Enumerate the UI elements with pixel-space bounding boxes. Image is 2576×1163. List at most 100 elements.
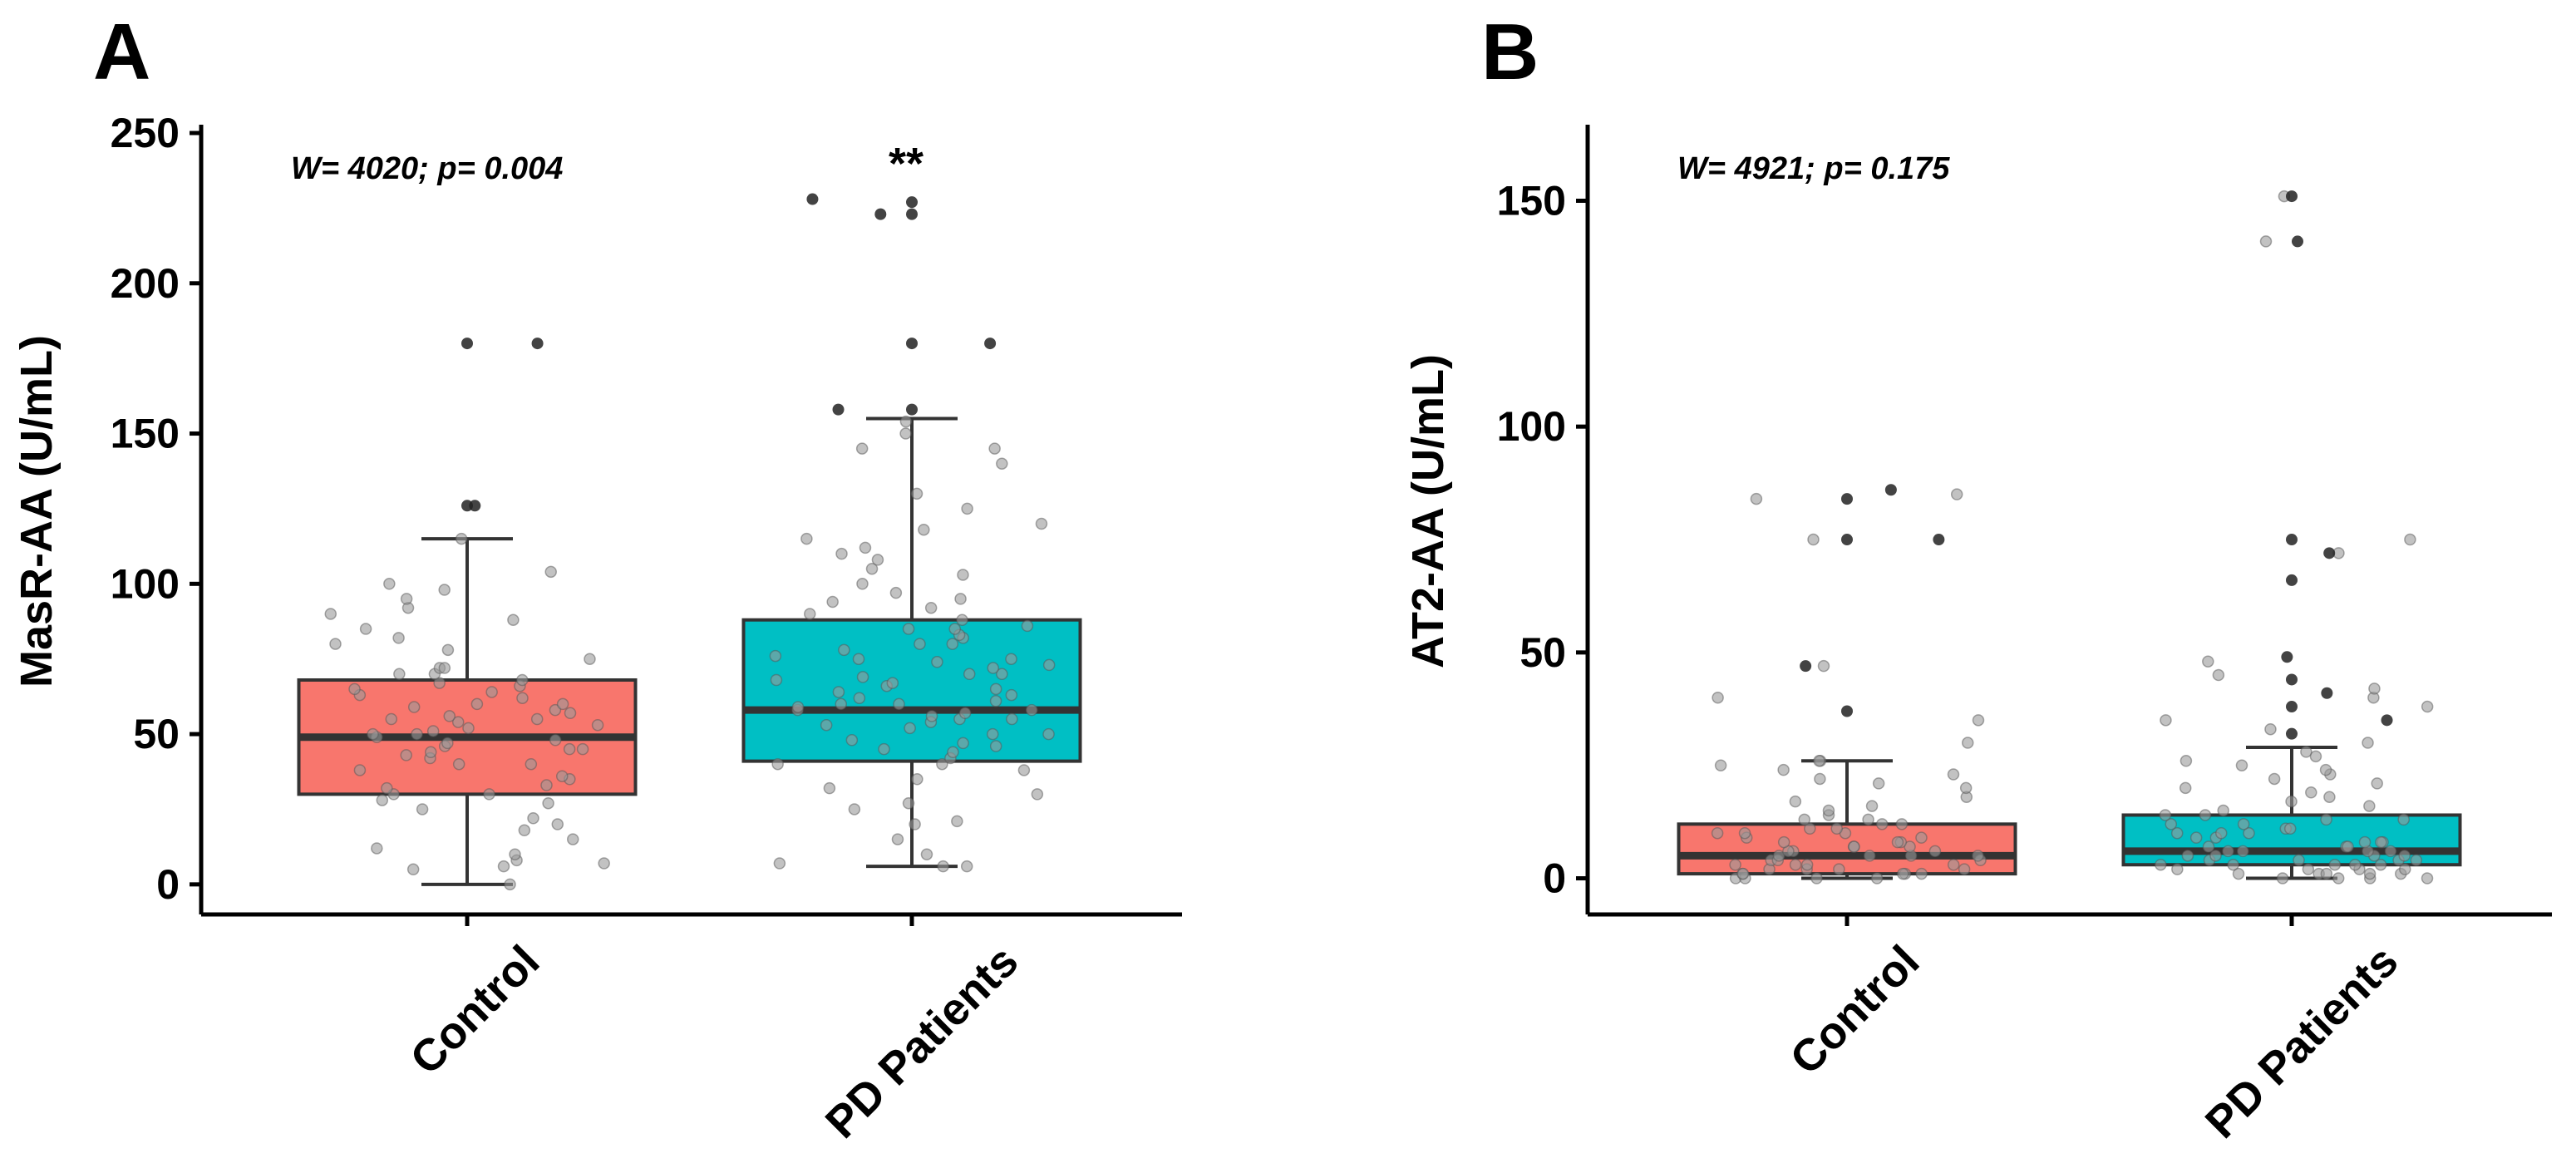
outlier-point (2286, 574, 2298, 586)
data-point (426, 725, 440, 737)
data-point (438, 584, 451, 596)
data-point (1042, 658, 1056, 672)
data-point (2362, 737, 2374, 749)
data-point (406, 863, 420, 876)
data-point (1895, 818, 1909, 830)
data-point (961, 502, 973, 515)
data-point (1729, 858, 1741, 871)
data-point (443, 710, 456, 722)
data-point (2199, 809, 2212, 821)
data-point (393, 668, 406, 681)
data-point (2235, 759, 2248, 771)
data-point (2384, 845, 2397, 858)
data-point (951, 815, 963, 828)
data-point (2155, 858, 2167, 871)
data-point (1972, 714, 1985, 727)
data-point (441, 643, 455, 657)
data-point (852, 653, 865, 665)
data-point (2237, 845, 2249, 858)
data-point (791, 701, 805, 713)
data-point (2214, 826, 2228, 840)
y-tick-label: 250 (111, 110, 180, 156)
data-point (507, 614, 520, 626)
data-point (2320, 813, 2332, 826)
data-point (931, 656, 943, 668)
data-point (567, 833, 579, 845)
data-point (2276, 872, 2289, 885)
y-tick-label: 50 (1519, 629, 1566, 676)
outlier-point (906, 208, 918, 220)
data-point (963, 668, 976, 681)
data-point (1947, 768, 1960, 781)
data-point (549, 734, 562, 747)
data-point (835, 547, 848, 560)
data-point (527, 812, 539, 825)
data-point (1817, 659, 1830, 673)
data-point (2363, 867, 2377, 880)
data-point (924, 601, 938, 614)
data-point (946, 638, 959, 650)
data-point (416, 803, 429, 816)
data-point (441, 737, 454, 750)
data-point (367, 727, 379, 741)
data-point (1813, 755, 1825, 767)
data-point (2189, 831, 2203, 844)
data-point (1862, 813, 1874, 826)
data-point (525, 757, 538, 771)
outlier-point (1800, 660, 1812, 673)
data-point (540, 779, 553, 791)
data-point (2368, 683, 2381, 695)
outlier-point (2381, 714, 2393, 727)
outlier-point (806, 193, 819, 205)
data-point (848, 803, 861, 816)
data-point (899, 415, 913, 428)
y-tick-label: 0 (1543, 855, 1566, 902)
data-point (845, 734, 859, 747)
box-pd (741, 193, 1082, 873)
outlier-point (832, 403, 845, 416)
data-point (1959, 781, 1973, 795)
data-point (509, 848, 521, 860)
data-point (2397, 813, 2410, 826)
data-point (2243, 826, 2255, 840)
data-point (2264, 722, 2277, 736)
data-point (2375, 835, 2387, 849)
data-point (329, 638, 342, 650)
data-point (1830, 822, 1843, 835)
category-label-pd-a: PD Patients (816, 936, 1028, 1148)
data-point (2320, 867, 2333, 880)
data-point (1031, 788, 1044, 801)
data-point (1789, 858, 1802, 871)
significance-marker-a: ** (889, 139, 924, 189)
data-point (556, 697, 569, 711)
outlier-point (2286, 727, 2298, 740)
data-point (1021, 619, 1034, 633)
data-point (2371, 777, 2383, 790)
data-point (856, 671, 869, 683)
y-tick-label: 150 (111, 411, 180, 457)
data-point (563, 742, 576, 756)
data-point (1972, 850, 1984, 862)
data-point (2180, 755, 2193, 767)
data-point (576, 742, 589, 756)
outlier-point (1841, 534, 1853, 546)
box-control (297, 338, 638, 891)
data-point (2300, 746, 2312, 758)
data-point (1947, 858, 1960, 871)
data-point (902, 623, 915, 635)
data-point (889, 586, 903, 599)
data-point (838, 643, 850, 657)
data-point (2179, 781, 2192, 795)
data-point (2293, 854, 2305, 867)
data-point (2232, 867, 2245, 880)
data-point (2268, 772, 2281, 786)
data-point (1848, 840, 1860, 853)
data-point (2421, 700, 2434, 713)
stat-annotation-b: W= 4921; p= 0.175 (1677, 151, 1950, 186)
data-point (1875, 818, 1889, 830)
data-point (2358, 835, 2372, 849)
category-label-control-b: Control (1781, 936, 1928, 1084)
outlier-point (461, 338, 473, 350)
data-point (485, 686, 498, 698)
